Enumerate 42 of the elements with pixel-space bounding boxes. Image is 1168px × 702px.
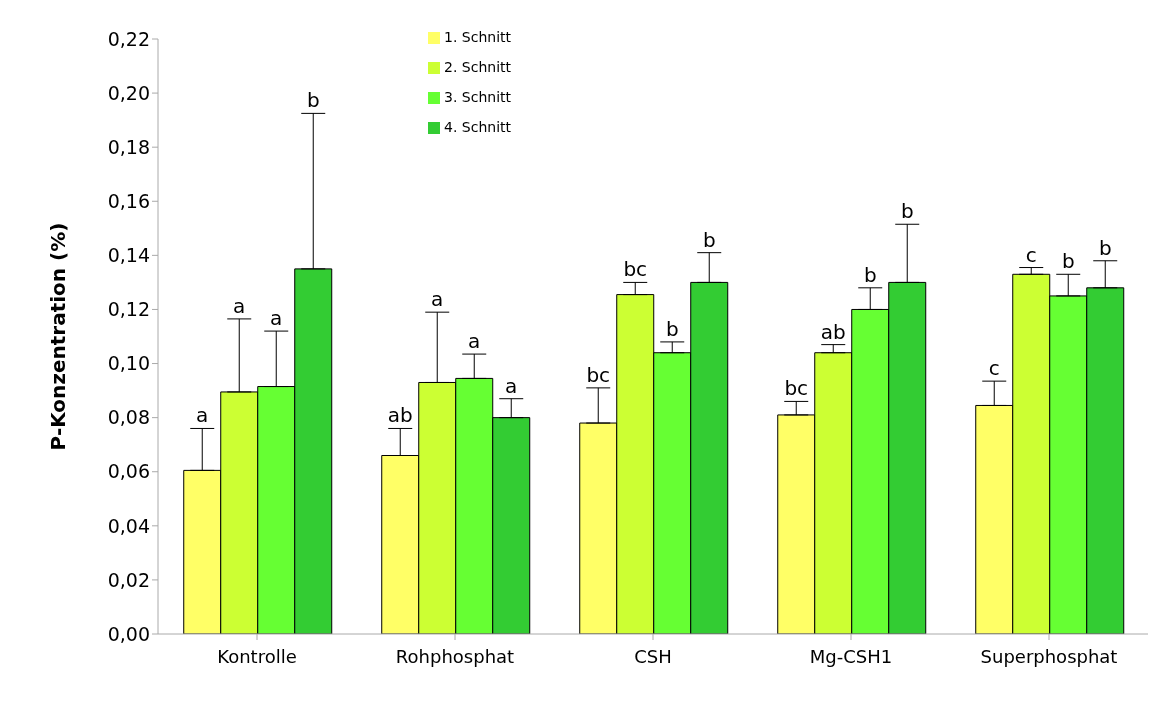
x-tick-label: Superphosphat xyxy=(980,645,1118,667)
annotation: bc xyxy=(586,362,611,387)
annotation: ab xyxy=(820,319,846,344)
annotation: b xyxy=(1098,235,1112,260)
x-tick-label: Mg-CSH1 xyxy=(809,645,893,667)
x-tick-label: Kontrolle xyxy=(217,645,297,667)
annotation: b xyxy=(900,199,914,224)
y-tick-label: 0,08 xyxy=(107,406,150,429)
legend-label: 2. Schnitt xyxy=(444,59,512,75)
y-tick-label: 0,22 xyxy=(107,27,150,50)
y-tick-label: 0,06 xyxy=(107,460,150,483)
annotation: c xyxy=(988,356,1000,381)
annotation: b xyxy=(1061,249,1075,274)
annotation: a xyxy=(431,287,444,312)
y-tick-label: 0,16 xyxy=(107,190,150,213)
annotation: b xyxy=(665,316,679,341)
annotation: c xyxy=(1025,242,1037,267)
y-tick-label: 0,04 xyxy=(107,514,150,537)
y-tick-label: 0,18 xyxy=(107,135,150,158)
annotation: ab xyxy=(387,403,413,428)
legend-label: 4. Schnitt xyxy=(444,119,512,135)
y-axis-title: P-Konzentration (%) xyxy=(46,222,71,451)
y-tick-label: 0,20 xyxy=(107,81,150,104)
annotation: bc xyxy=(784,376,809,401)
y-tick-label: 0,14 xyxy=(107,244,150,267)
annotation: a xyxy=(233,293,246,318)
y-tick-label: 0,02 xyxy=(107,568,150,591)
annotation: a xyxy=(468,329,481,354)
annotation: bc xyxy=(623,257,648,282)
legend-label: 1. Schnitt xyxy=(444,29,512,45)
y-tick-label: 0,00 xyxy=(107,622,150,645)
annotation: a xyxy=(505,373,518,398)
x-tick-label: CSH xyxy=(634,645,672,667)
annotation: a xyxy=(270,306,283,331)
annotation: b xyxy=(306,88,320,113)
annotation: b xyxy=(863,262,877,287)
annotation: a xyxy=(196,403,209,428)
annotation: b xyxy=(702,227,716,252)
x-tick-label: Rohphosphat xyxy=(395,645,515,667)
legend-label: 3. Schnitt xyxy=(444,89,512,105)
y-tick-label: 0,12 xyxy=(107,298,150,321)
y-tick-label: 0,10 xyxy=(107,352,150,375)
